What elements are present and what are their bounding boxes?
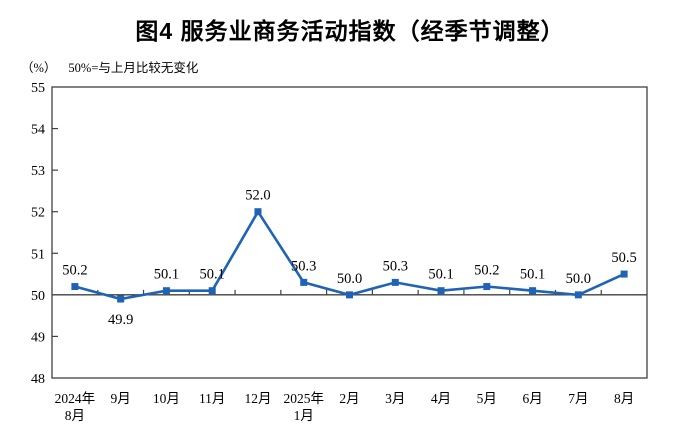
data-point-label: 52.0 [245,188,270,204]
x-axis-category-label: 7月 [568,391,588,406]
data-point-marker [529,287,537,295]
y-axis-tick-label: 55 [31,81,45,96]
x-axis-category-label: 10月 [153,391,180,406]
data-point-marker [254,208,262,216]
x-axis-category-label: 2024年 8月 [55,391,96,423]
y-axis-tick-label: 50 [31,289,45,304]
data-point-label: 49.9 [108,312,133,328]
data-point-marker [71,283,79,291]
chart-title: 图4 服务业商务活动指数（经季节调整） [135,18,565,44]
x-axis-category-label: 11月 [199,391,226,406]
data-point-marker [574,291,582,299]
x-axis-category-label: 8月 [614,391,634,406]
x-axis-category-label: 2月 [339,391,359,406]
x-axis-category-label: 4月 [431,391,451,406]
y-axis-tick-label: 51 [31,247,45,262]
data-point-marker [117,295,125,303]
data-point-label: 50.1 [520,267,545,283]
data-point-label: 50.1 [200,267,225,283]
data-point-label: 50.2 [474,263,499,279]
x-axis-category-label: 3月 [385,391,405,406]
y-axis-tick-label: 54 [31,123,45,138]
y-axis-tick-label: 53 [31,164,45,179]
data-point-marker [620,270,628,278]
unit-label: （%） [21,61,57,75]
data-point-label: 50.2 [62,263,87,279]
data-point-marker [437,287,445,295]
y-axis-tick-label: 48 [31,372,45,387]
plot-border [51,86,648,379]
data-point-label: 50.1 [428,267,453,283]
data-point-label: 50.0 [337,271,362,287]
data-point-marker [391,278,399,286]
data-point-marker [483,283,491,291]
x-axis-category-label: 5月 [477,391,497,406]
x-axis-category-label: 9月 [111,391,131,406]
data-point-label: 50.3 [291,258,316,274]
data-point-marker [208,287,216,295]
x-axis-category-label: 2025年 1月 [283,391,324,423]
data-point-label: 50.3 [383,258,408,274]
data-point-label: 50.0 [566,271,591,287]
y-axis-tick-label: 49 [31,330,45,345]
x-axis-category-label: 12月 [244,391,271,406]
baseline-note: 50%=与上月比较无变化 [68,61,199,75]
x-axis-category-label: 6月 [522,391,542,406]
chart-subtitle: （%） 50%=与上月比较无变化 [21,57,198,76]
data-point-marker [162,287,170,295]
y-axis-tick-label: 52 [31,206,45,221]
data-point-marker [300,278,308,286]
data-point-label: 50.5 [611,250,636,266]
data-point-label: 50.1 [154,267,179,283]
data-point-marker [346,291,353,299]
